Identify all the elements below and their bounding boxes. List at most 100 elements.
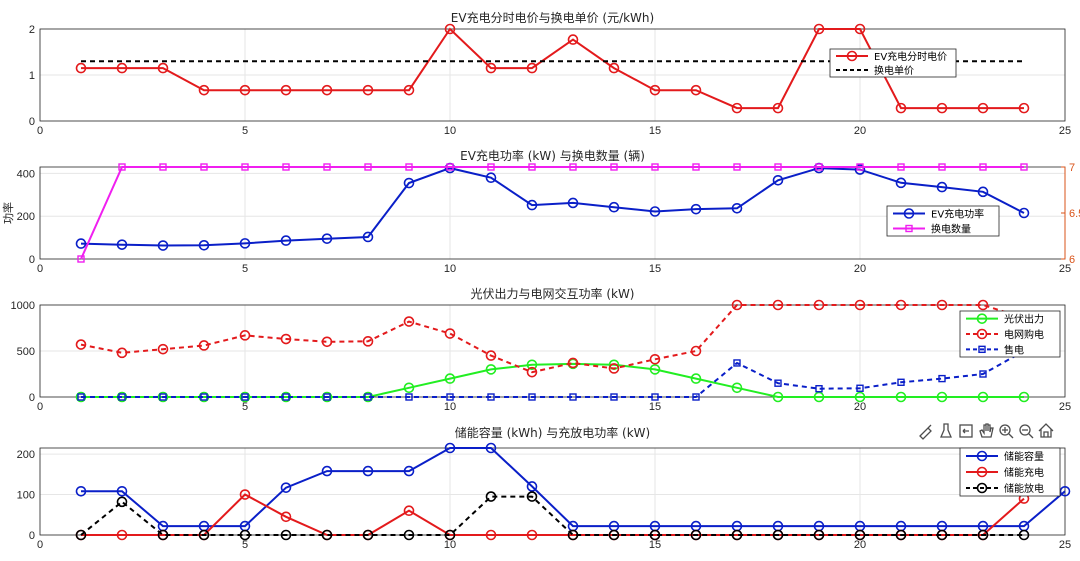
data-point bbox=[690, 529, 702, 541]
x-tick-label: 15 bbox=[649, 263, 661, 275]
x-tick-label: 20 bbox=[854, 263, 866, 275]
y-tick-label: 500 bbox=[17, 346, 35, 358]
icon-shape bbox=[999, 424, 1011, 436]
zoom-in-icon[interactable] bbox=[998, 423, 1014, 439]
data-point bbox=[1020, 163, 1028, 171]
data-point bbox=[323, 163, 331, 171]
x-tick-label: 25 bbox=[1059, 401, 1071, 413]
data-tips-icon[interactable] bbox=[938, 423, 954, 439]
data-point bbox=[280, 511, 292, 523]
icon-shape bbox=[962, 428, 969, 434]
data-point bbox=[282, 163, 290, 171]
data-point bbox=[936, 391, 948, 403]
legend-label: EV充电分时电价 bbox=[874, 50, 947, 63]
data-point bbox=[280, 529, 292, 541]
legend-marker bbox=[976, 466, 988, 478]
data-point bbox=[116, 239, 128, 250]
data-point bbox=[854, 529, 866, 541]
data-point bbox=[649, 206, 661, 217]
data-point bbox=[567, 197, 579, 209]
x-tick-label: 0 bbox=[37, 125, 43, 137]
data-point bbox=[856, 384, 864, 392]
data-point bbox=[241, 393, 249, 401]
series-line-1 bbox=[80, 167, 1025, 247]
data-point bbox=[692, 163, 700, 171]
data-point bbox=[239, 330, 251, 341]
data-point bbox=[895, 391, 907, 403]
data-point bbox=[936, 529, 948, 541]
brush-icon[interactable] bbox=[918, 423, 934, 440]
data-point bbox=[198, 529, 210, 541]
x-tick-label: 5 bbox=[242, 401, 248, 413]
icon-shape bbox=[1038, 423, 1054, 438]
legend-label: 换电数量 bbox=[931, 223, 971, 236]
data-point bbox=[772, 391, 784, 403]
restore-view-icon[interactable] bbox=[958, 423, 974, 439]
icon-shape bbox=[919, 424, 932, 440]
home-icon[interactable] bbox=[1038, 423, 1054, 439]
data-point bbox=[118, 163, 126, 171]
data-point bbox=[403, 465, 415, 477]
data-point bbox=[1059, 485, 1071, 497]
data-point bbox=[567, 529, 579, 541]
data-point bbox=[733, 359, 741, 367]
data-point bbox=[444, 23, 456, 35]
data-point bbox=[774, 163, 782, 171]
chart-title: 储能容量 (kWh) 与充放电功率 (kW) bbox=[455, 425, 650, 440]
data-point bbox=[487, 393, 495, 401]
data-point bbox=[569, 393, 577, 401]
series-line-3 bbox=[81, 350, 1025, 398]
chart-title: 光伏出力与电网交互功率 (kW) bbox=[471, 286, 635, 301]
legend-label: 售电 bbox=[1004, 343, 1024, 356]
pan-icon[interactable] bbox=[978, 423, 994, 439]
data-point bbox=[77, 255, 85, 263]
data-point bbox=[116, 485, 128, 497]
data-point bbox=[567, 357, 579, 369]
legend-label: 电网购电 bbox=[1004, 328, 1044, 341]
data-point bbox=[485, 62, 497, 74]
legend-marker bbox=[976, 328, 988, 340]
x-tick-label: 15 bbox=[649, 401, 661, 413]
legend-marker bbox=[905, 224, 913, 233]
data-point bbox=[1018, 529, 1030, 541]
data-point bbox=[651, 393, 659, 401]
data-point bbox=[1018, 207, 1030, 219]
y-tick-label: 200 bbox=[17, 449, 35, 461]
chart-title: EV充电功率 (kW) 与换电数量 (辆) bbox=[460, 148, 645, 163]
data-point bbox=[403, 316, 415, 327]
icon-shape bbox=[940, 423, 952, 438]
legend-marker bbox=[976, 450, 988, 462]
data-point bbox=[610, 393, 618, 401]
data-point bbox=[362, 336, 374, 347]
zoom-out-icon[interactable] bbox=[1018, 423, 1034, 439]
data-point bbox=[526, 529, 538, 541]
y-tick-label: 200 bbox=[17, 211, 35, 223]
data-point bbox=[282, 393, 290, 401]
data-point bbox=[977, 186, 989, 198]
data-point bbox=[405, 163, 413, 171]
data-point bbox=[485, 364, 497, 375]
x-tick-label: 5 bbox=[242, 263, 248, 275]
data-point bbox=[815, 385, 823, 393]
data-point bbox=[526, 199, 538, 211]
data-point bbox=[813, 391, 825, 403]
data-point bbox=[526, 366, 538, 378]
data-point bbox=[239, 391, 251, 403]
data-point bbox=[649, 84, 661, 96]
data-point bbox=[690, 84, 702, 96]
series-line-1 bbox=[81, 447, 1066, 528]
data-point bbox=[772, 174, 784, 186]
legend-label: 储能充电 bbox=[1004, 466, 1044, 479]
x-tick-label: 25 bbox=[1059, 539, 1071, 551]
right-y-tick-label: 7 bbox=[1069, 162, 1075, 174]
x-tick-label: 25 bbox=[1059, 125, 1071, 137]
data-point bbox=[198, 84, 210, 96]
y-tick-label: 0 bbox=[29, 116, 35, 128]
data-point bbox=[692, 393, 700, 401]
data-point bbox=[446, 163, 454, 171]
data-point bbox=[772, 299, 784, 311]
legend-marker bbox=[846, 50, 858, 62]
data-point bbox=[977, 299, 989, 311]
data-point bbox=[528, 163, 536, 171]
